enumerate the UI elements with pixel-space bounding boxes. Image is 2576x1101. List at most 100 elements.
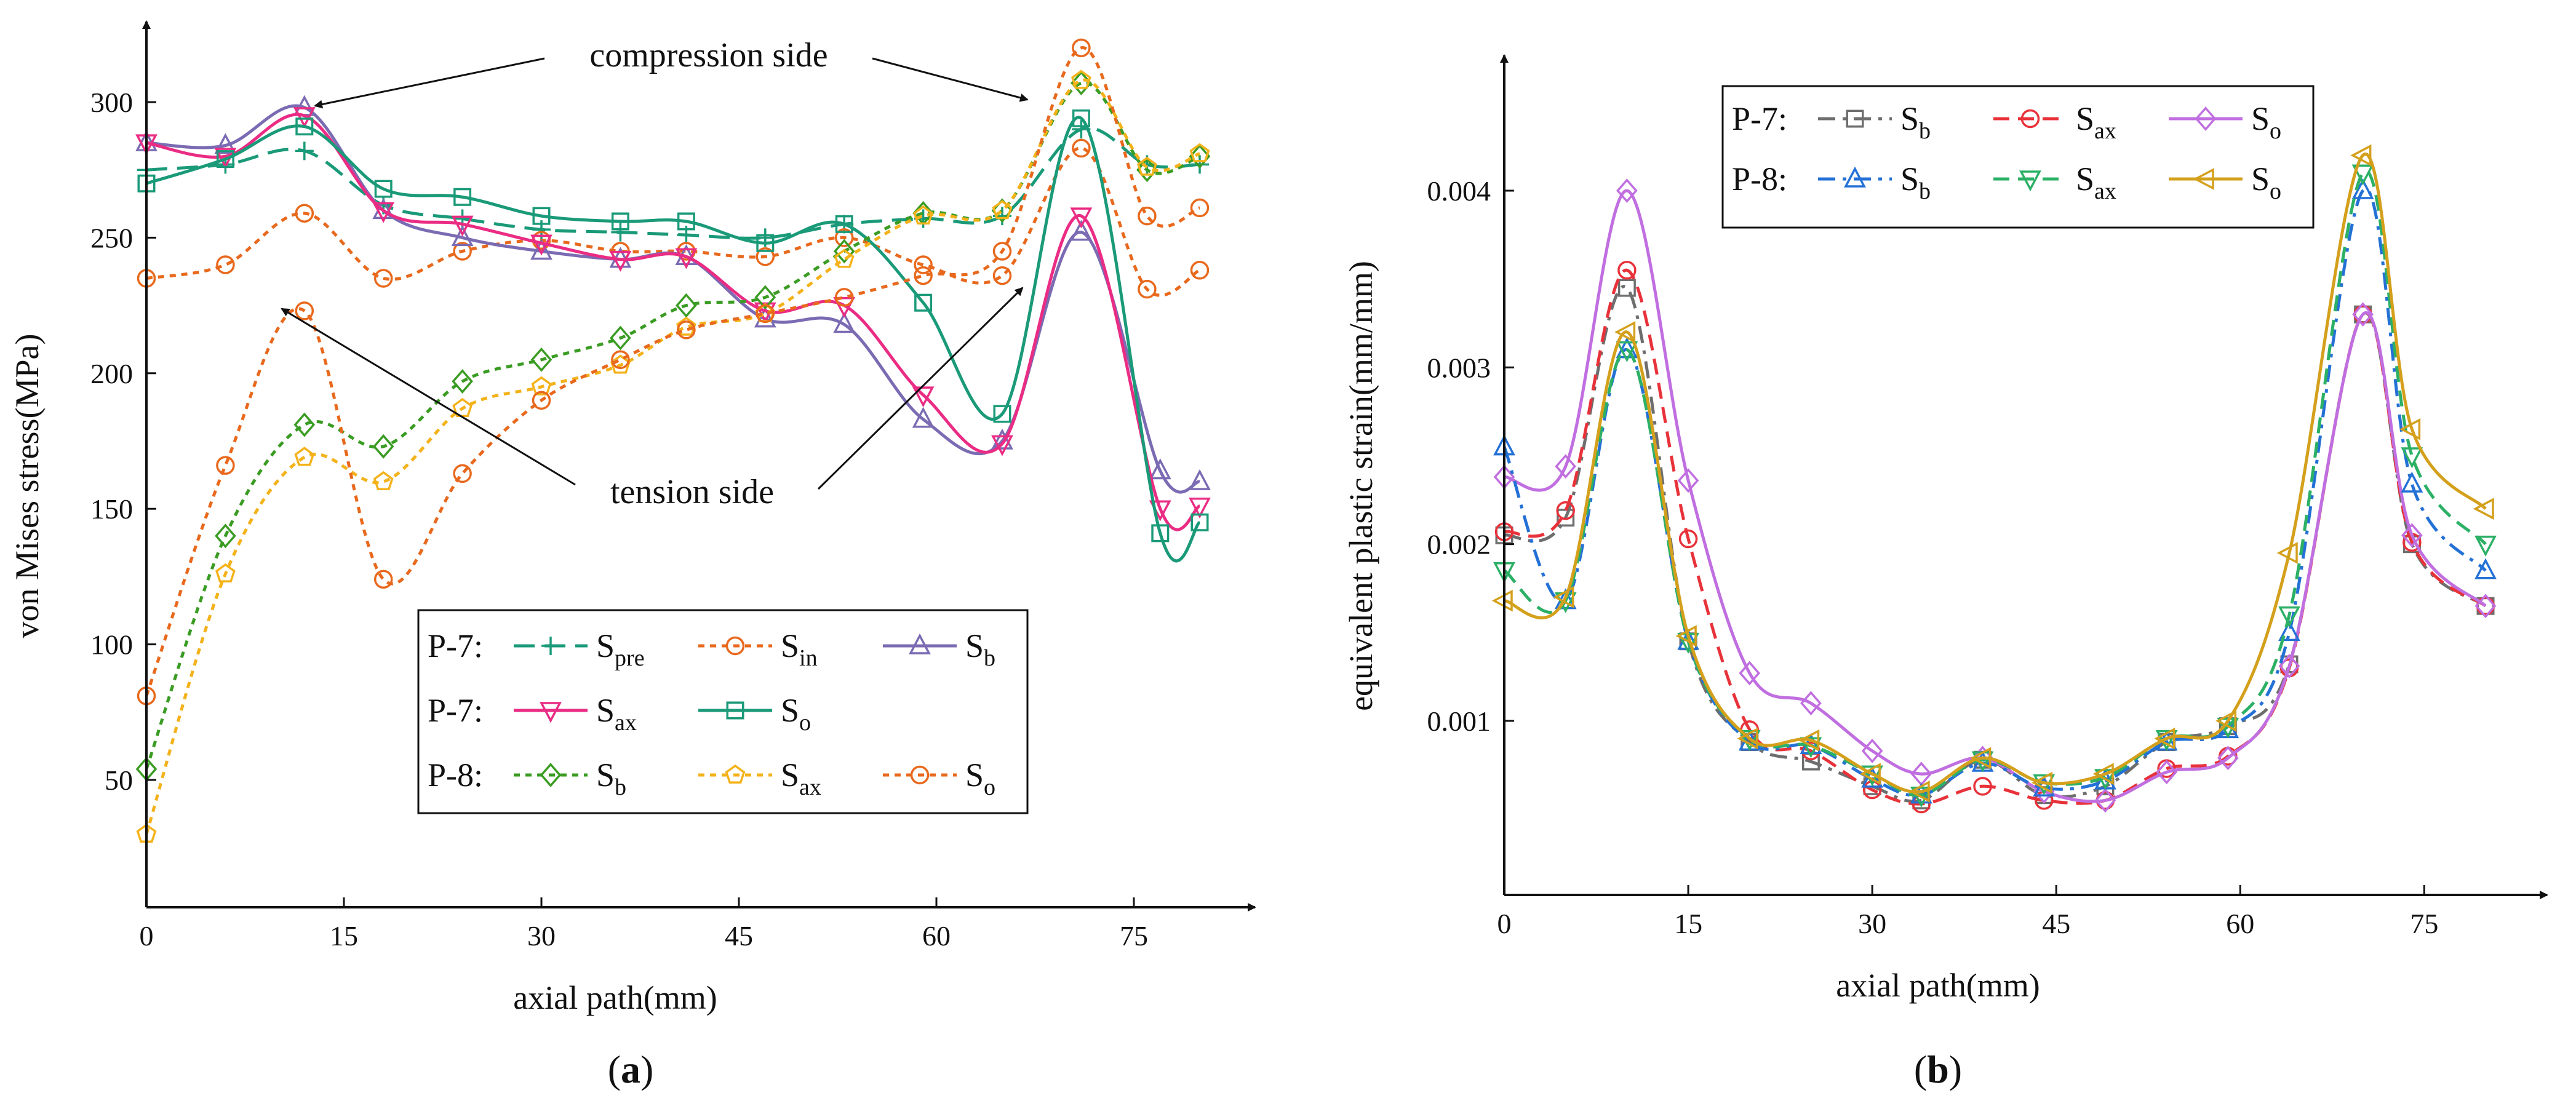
series-p-7-s-o — [137, 109, 1209, 563]
data-point — [295, 117, 314, 136]
data-point — [1553, 586, 1574, 608]
data-point — [372, 202, 395, 223]
data-point — [373, 269, 393, 288]
data-point — [293, 412, 316, 437]
data-point — [913, 205, 933, 225]
x-tick-label: 45 — [2042, 908, 2070, 939]
data-point — [914, 255, 933, 274]
data-point — [2352, 302, 2374, 327]
data-point — [677, 212, 695, 231]
data-point — [453, 242, 472, 261]
data-point — [532, 391, 551, 410]
data-point — [2092, 763, 2114, 785]
data-point — [993, 405, 1011, 423]
data-point — [914, 266, 933, 285]
y-tick-label: 0.002 — [1427, 529, 1491, 560]
panel-b-legend — [1721, 85, 2315, 229]
y-tick-label: 100 — [90, 629, 133, 661]
data-point — [2473, 498, 2494, 520]
data-point — [611, 350, 630, 370]
panel-a-ylabel: von Mises stress(MPa) — [9, 334, 46, 638]
legend-marker — [2020, 109, 2040, 129]
data-point — [834, 228, 854, 247]
data-point — [1070, 220, 1093, 241]
data-point — [1190, 198, 1210, 218]
annotation-compression-side: compression side — [589, 36, 827, 74]
data-point — [2401, 523, 2423, 548]
data-point — [2278, 606, 2300, 627]
data-point — [294, 447, 315, 466]
data-point — [1190, 261, 1210, 280]
series-line — [146, 113, 1201, 531]
legend-label: Sax — [2076, 161, 2116, 204]
panel-b-ylabel: equivalent plastic strain(mm/mm) — [1342, 261, 1379, 711]
data-point — [1616, 341, 1638, 362]
y-tick-label: 200 — [90, 358, 133, 389]
data-point — [2399, 418, 2421, 440]
data-point — [992, 266, 1012, 285]
data-point — [293, 107, 316, 129]
data-point — [216, 456, 235, 475]
data-point — [1862, 780, 1882, 800]
data-point — [1677, 468, 1699, 493]
data-point — [676, 316, 696, 336]
legend-marker — [540, 763, 562, 787]
legend-marker — [2195, 106, 2217, 131]
data-point — [2474, 558, 2497, 579]
legend-group-label: P-8: — [428, 757, 483, 793]
panel-b-xlabel: axial path(mm) — [1836, 967, 2040, 1004]
data-point — [912, 386, 935, 408]
data-point — [1675, 625, 1697, 647]
data-point — [1970, 747, 1992, 769]
data-point — [1072, 38, 1091, 58]
data-point — [374, 180, 393, 198]
data-point — [1556, 501, 1575, 520]
data-point — [2278, 654, 2300, 678]
x-tick-label: 45 — [725, 920, 753, 952]
data-point — [1617, 261, 1637, 280]
legend-marker — [725, 764, 746, 784]
data-point — [609, 250, 632, 272]
series-line — [145, 81, 1200, 770]
arrow-tension-right — [817, 287, 1024, 490]
data-point — [756, 247, 775, 266]
panel-a-legend-entries: P-7: Spre Sin Sb P-7: Sax So P-8: Sb Sax So — [428, 627, 995, 800]
data-point — [532, 207, 551, 225]
data-point — [1138, 206, 1157, 226]
legend-marker — [1846, 109, 1864, 128]
x-tick-label: 30 — [527, 920, 556, 952]
data-point — [677, 320, 696, 340]
data-point — [372, 434, 394, 459]
legend-marker — [2193, 168, 2214, 190]
data-point — [1190, 513, 1209, 531]
annotation-tension-side: tension side — [610, 473, 774, 511]
data-point — [611, 223, 630, 242]
data-point — [611, 212, 629, 231]
data-point — [1072, 138, 1091, 158]
data-point — [1070, 207, 1093, 229]
data-point — [835, 215, 853, 233]
y-tick-label: 0.001 — [1427, 706, 1491, 737]
data-point — [914, 293, 933, 312]
data-point — [1616, 337, 1638, 359]
data-point — [216, 255, 235, 274]
series-line — [1504, 268, 2487, 806]
data-point — [453, 188, 472, 206]
data-point — [676, 293, 697, 318]
legend-marker — [2019, 170, 2041, 192]
data-point — [2215, 710, 2237, 732]
data-point — [2351, 178, 2374, 199]
panel-b-axes: 0 15 30 45 60 75 0.001 0.002 0.003 0.004 — [1427, 54, 2548, 939]
data-point — [1973, 777, 1992, 796]
arrow-compression-right — [872, 57, 1029, 102]
data-point — [1072, 109, 1090, 127]
series-p-7-s-ax — [1494, 261, 2495, 814]
data-point — [295, 141, 314, 161]
data-point — [530, 347, 552, 372]
data-point — [912, 407, 935, 428]
data-point — [756, 234, 775, 252]
x-tick-label: 60 — [922, 920, 951, 952]
data-point — [1138, 279, 1157, 299]
data-point — [2474, 535, 2497, 557]
series-p-7-s-pre — [137, 120, 1209, 247]
